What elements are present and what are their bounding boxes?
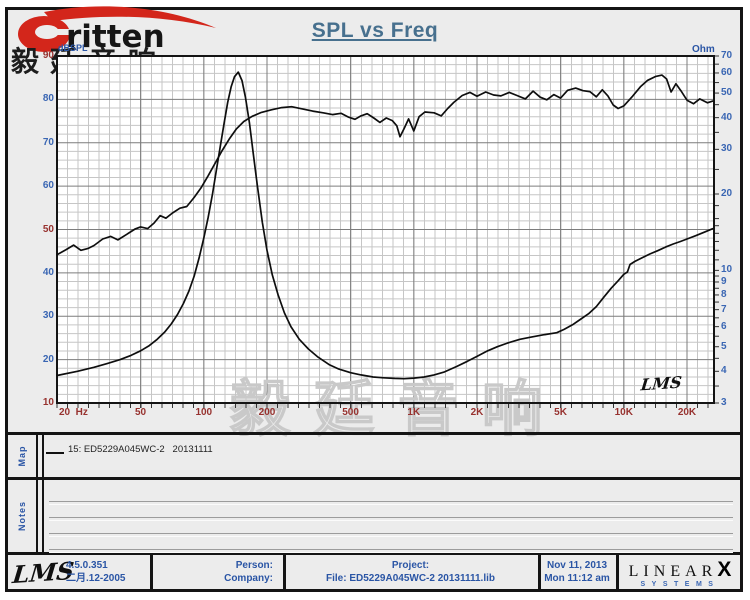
notes-label-box: Notes (8, 480, 38, 552)
chart-container: 毅廷音响 dBSPL Ohm 90 80 70 60 50 40 30 20 10 70 60 50 4… (42, 43, 733, 446)
notes-line (49, 501, 733, 505)
x-tick-label: 50 (135, 407, 147, 418)
notes-panel (42, 480, 740, 552)
map-label-box: Map (8, 435, 38, 477)
x-tick-label: 20K (677, 407, 697, 418)
footer-time: Mon 11:12 am (544, 573, 610, 584)
separator (8, 477, 740, 480)
left-axis-unit-label: dBSPL (58, 43, 88, 53)
legend-entry: 15: ED5229A045WC-2 20131111 (68, 444, 213, 455)
project-label: Project: (391, 560, 430, 571)
spl-curve (56, 74, 714, 256)
logo-swoosh-icon (44, 6, 216, 28)
y-right-tick-label: 5 (721, 340, 727, 352)
brand-text: ritten (66, 19, 165, 54)
y-left-tick-label: 80 (42, 93, 54, 105)
map-panel (42, 435, 740, 477)
version-date: 二月.12-2005 (66, 573, 126, 584)
y-right-tick-label: 8 (721, 288, 727, 300)
file-label: File: ED5229A045WC-2 20131111.lib (326, 573, 495, 584)
y-left-tick-label: 10 (42, 397, 54, 408)
company-label: Company: (224, 573, 273, 584)
footer-divider (283, 555, 286, 589)
y-left-tick-label: 30 (42, 310, 54, 322)
person-label: Person: (235, 560, 273, 571)
y-right-tick-label: 6 (721, 320, 727, 332)
linearx-sub-text: SYSTEMS (640, 581, 720, 588)
x-tick-label: 2K (470, 407, 484, 418)
y-left-tick-label: 40 (42, 266, 54, 278)
y-right-tick-label: 60 (721, 66, 733, 78)
linearx-logo: LINEARX SYSTEMS (622, 558, 738, 588)
notes-line (49, 549, 733, 553)
x-tick-label: 10K (614, 407, 633, 418)
page-title: SPL vs Freq (311, 19, 439, 42)
project-file-block: Project: File: ED5229A045WC-2 20131111.l… (285, 559, 536, 585)
x-tick-label: 20 Hz (59, 407, 88, 418)
y-right-tick-label: 9 (721, 275, 727, 287)
y-left-tick-label: 50 (42, 223, 54, 235)
y-left-tick-label: 70 (42, 136, 54, 148)
y-right-tick-label: 7 (721, 303, 727, 315)
x-tick-label: 100 (195, 407, 213, 418)
x-tick-label: 500 (342, 407, 359, 418)
legend-line-swatch (46, 452, 64, 454)
linearx-x-icon: X (717, 558, 732, 581)
footer-divider (538, 555, 541, 589)
notes-line (49, 533, 733, 537)
y-right-tick-label: 20 (721, 188, 733, 199)
y-left-tick-label: 90 (42, 50, 54, 61)
x-tick-label: 200 (258, 407, 276, 418)
y-right-tick-label: 4 (721, 365, 727, 377)
y-left-tick-label: 60 (42, 180, 54, 192)
datetime-block: Nov 11, 2013 Mon 11:12 am (539, 559, 615, 585)
y-right-tick-label: 10 (721, 264, 733, 276)
y-right-tick-label: 3 (721, 397, 727, 408)
linearx-main-text: LINEARX (628, 558, 732, 581)
footer-divider (616, 555, 619, 589)
y-right-tick-label: 70 (721, 50, 733, 61)
version-block: 4.5.0.351 二月.12-2005 (66, 559, 150, 585)
map-panel-label: Map (17, 445, 27, 467)
y-right-tick-label: 30 (721, 143, 733, 155)
spl-impedance-chart: 毅廷音响 (56, 55, 719, 446)
separator (8, 552, 740, 555)
separator (8, 432, 740, 435)
footer-divider (150, 555, 153, 589)
x-tick-label: 5K (554, 407, 567, 418)
person-company-block: Person: Company: (153, 559, 273, 585)
y-right-tick-label: 50 (721, 87, 733, 99)
version-number: 4.5.0.351 (66, 560, 108, 571)
impedance-curve (56, 71, 714, 380)
y-left-tick-label: 20 (42, 353, 54, 365)
x-tick-label: 1K (407, 407, 421, 418)
footer-date: Nov 11, 2013 (546, 560, 608, 571)
eritten-logo: ritten (18, 6, 216, 54)
notes-panel-label: Notes (17, 500, 27, 532)
notes-line (49, 517, 733, 521)
lms-plot-signature: LMS (639, 372, 683, 395)
y-right-tick-label: 40 (721, 111, 733, 123)
right-axis-unit-label: Ohm (692, 44, 715, 55)
